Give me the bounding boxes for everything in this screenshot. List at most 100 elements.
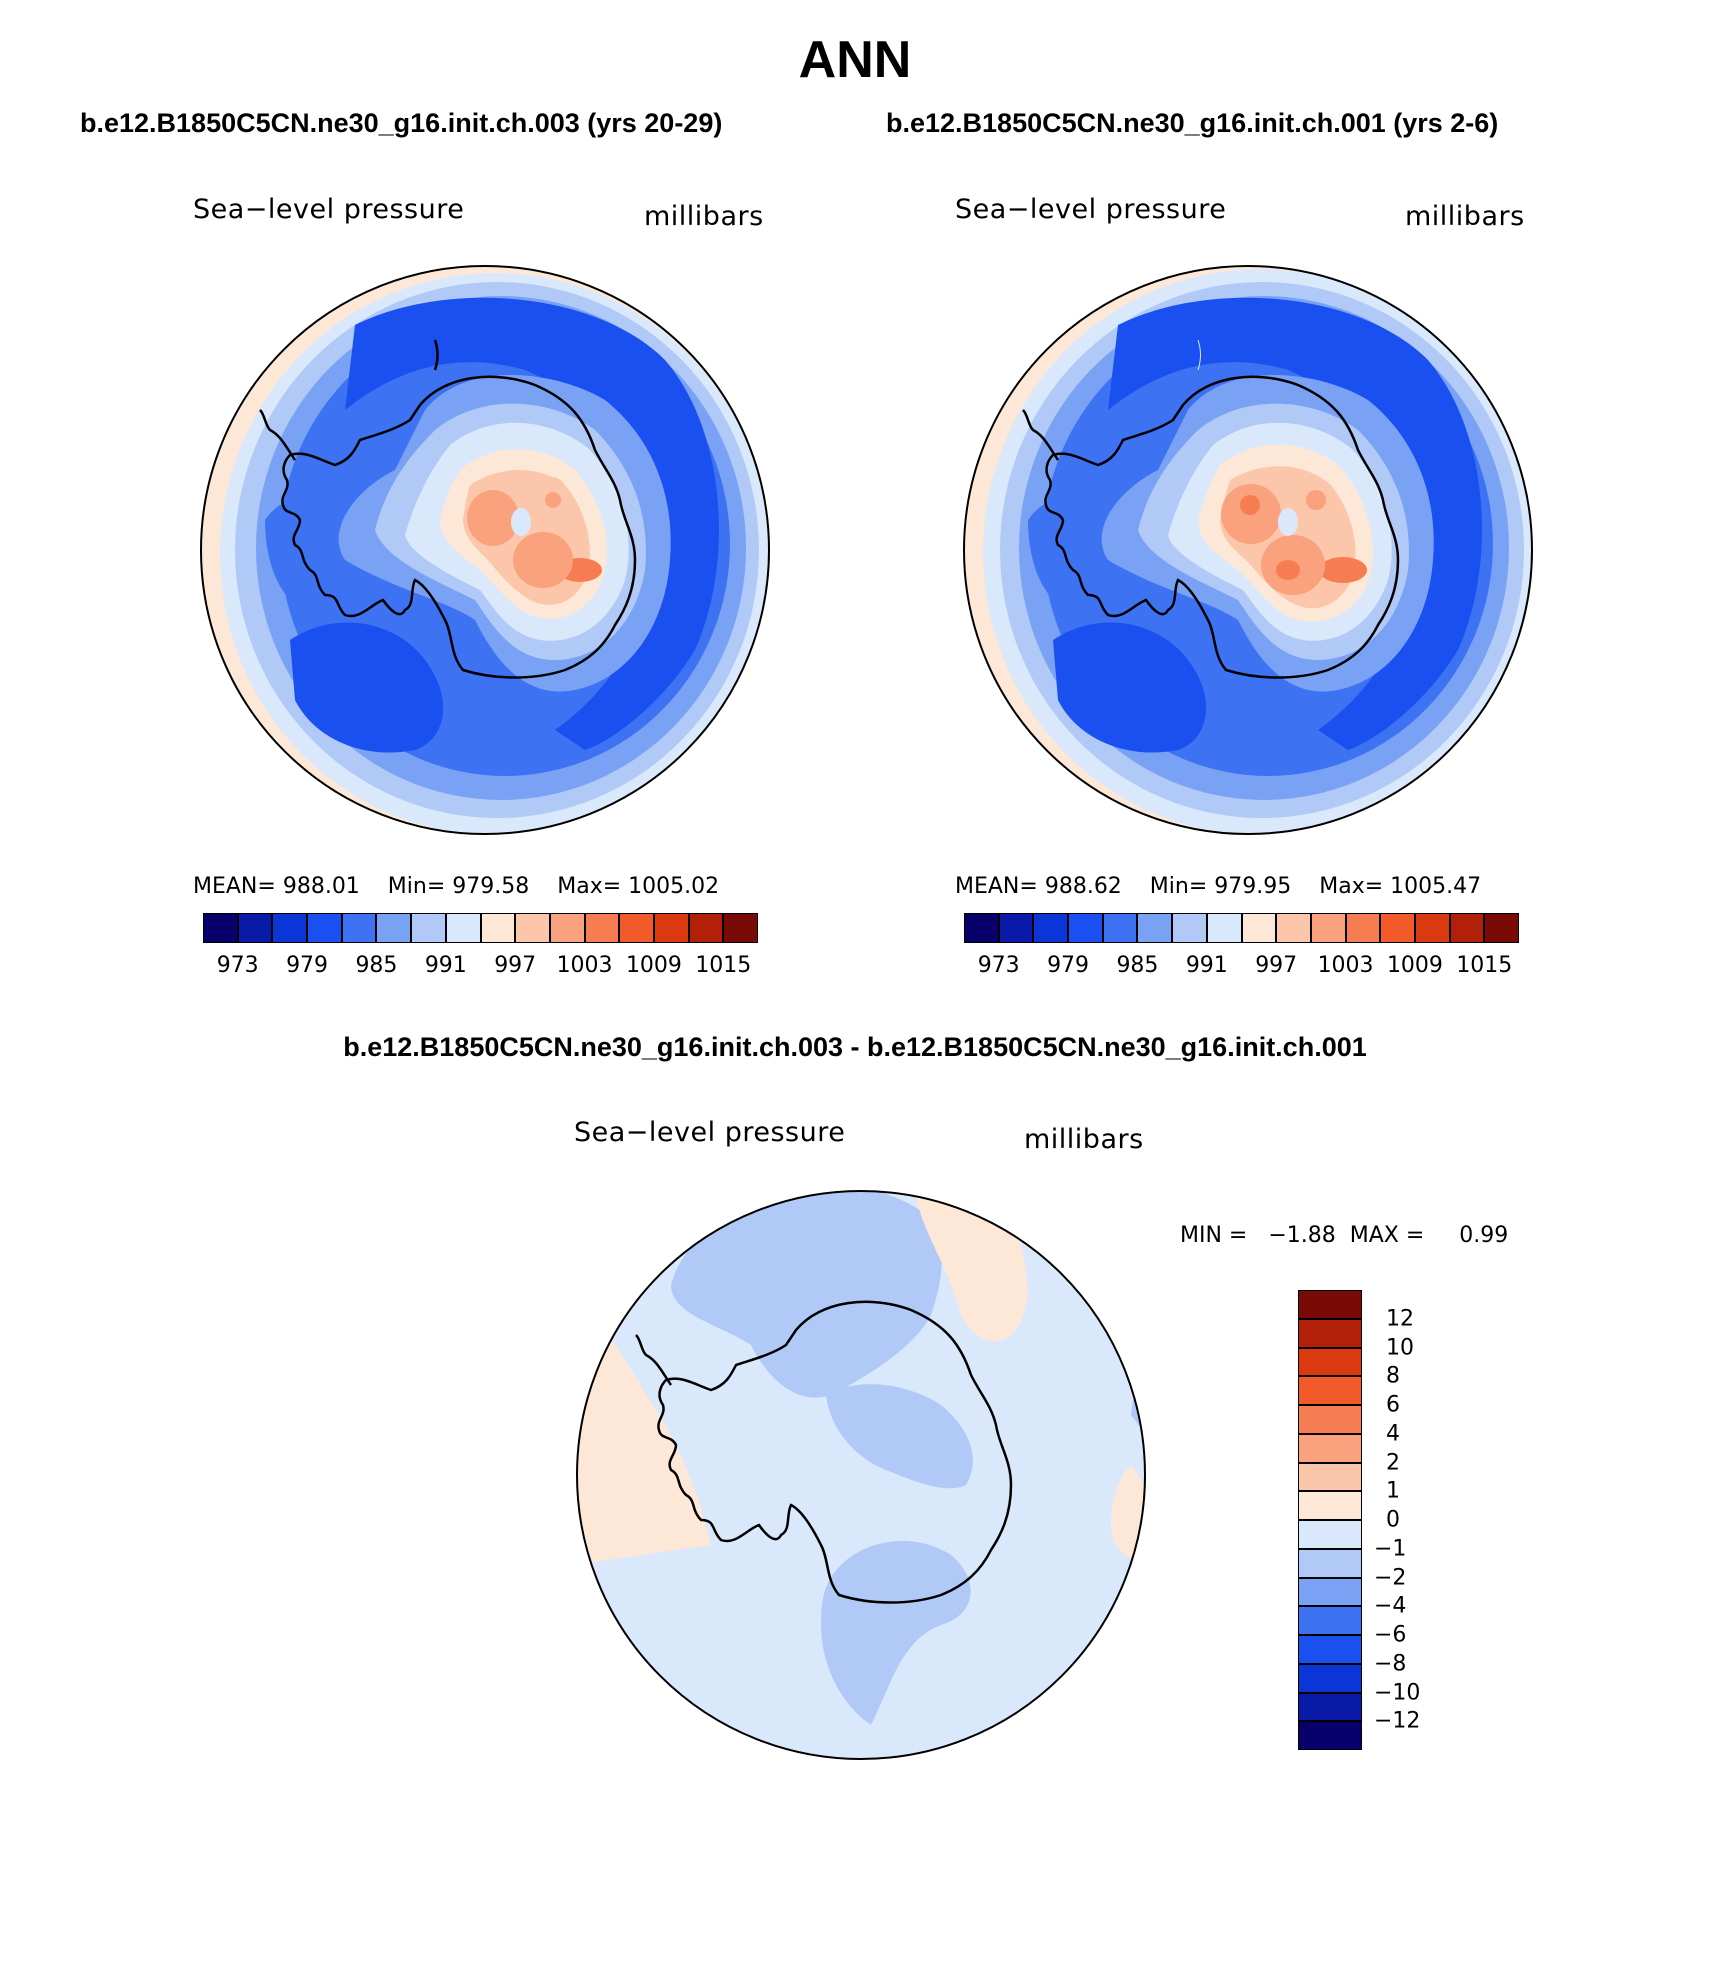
- colorbar-difference-swatch: [1298, 1548, 1362, 1578]
- colorbar-panel-1-tick-label: 1009: [625, 953, 682, 978]
- colorbar-panel-1-swatch: [411, 913, 446, 943]
- panel-1-min-label: Min=: [387, 874, 446, 899]
- diff-case-title: b.e12.B1850C5CN.ne30_g16.init.ch.003 - b…: [343, 1032, 1367, 1062]
- colorbar-difference-tick-label: 12: [1386, 1306, 1414, 1332]
- colorbar-panel-2-ticks: 973 979 985 991 997 1003 1009 1015: [964, 953, 1519, 983]
- colorbar-panel-2-tick-label: 997: [1255, 953, 1298, 978]
- colorbar-panel-1-tick-label: 979: [286, 953, 329, 978]
- colorbar-panel-1-swatch: [549, 913, 585, 943]
- panel-1-stats: MEAN= 988.01 Min= 979.58 Max= 1005.02: [193, 874, 719, 899]
- colorbar-panel-1-swatch: [653, 913, 689, 943]
- colorbar-panel-2-swatch: [1137, 913, 1173, 943]
- colorbar-panel-1-tick-label: 1015: [695, 953, 752, 978]
- colorbar-panel-1-tick-label: 997: [494, 953, 537, 978]
- colorbar-difference-swatch: [1298, 1663, 1362, 1693]
- diff-max-value: 0.99: [1459, 1223, 1509, 1248]
- colorbar-panel-1-tick-label: 991: [424, 953, 467, 978]
- panel-2-max-value: 1005.47: [1390, 874, 1482, 899]
- colorbar-difference-swatch: [1298, 1692, 1362, 1722]
- panel-2-stats: MEAN= 988.62 Min= 979.95 Max= 1005.47: [955, 874, 1481, 899]
- panel-2-mean-value: 988.62: [1044, 874, 1122, 899]
- colorbar-difference-swatch: [1298, 1290, 1362, 1319]
- polar-map-panel-2: [963, 265, 1533, 835]
- polar-map-panel-1: [200, 265, 770, 835]
- colorbar-panel-2-swatch: [1484, 913, 1519, 943]
- colorbar-difference-tick-label: 8: [1386, 1363, 1400, 1389]
- colorbar-panel-2-tick-label: 1009: [1386, 953, 1443, 978]
- colorbar-panel-2-swatch: [1033, 913, 1069, 943]
- colorbar-difference-swatch: [1298, 1635, 1362, 1664]
- colorbar-difference: [1298, 1290, 1362, 1750]
- colorbar-panel-2-swatch: [1380, 913, 1415, 943]
- figure-title: ANN: [798, 31, 912, 89]
- colorbar-panel-1-swatch: [480, 913, 516, 943]
- colorbar-difference-tick-label: 0: [1386, 1507, 1400, 1533]
- panel-1-units-label: millibars: [644, 201, 764, 232]
- panel-1-variable-label: Sea−level pressure: [193, 194, 465, 225]
- colorbar-difference-swatch: [1298, 1405, 1362, 1434]
- colorbar-panel-1-ticks: 973 979 985 991 997 1003 1009 1015: [203, 953, 758, 983]
- panel-1-mean-label: MEAN=: [193, 874, 276, 899]
- colorbar-panel-1-swatch: [723, 913, 758, 943]
- colorbar-panel-2-swatch: [1172, 913, 1207, 943]
- colorbar-panel-2-tick-label: 985: [1116, 953, 1159, 978]
- colorbar-difference-swatch: [1298, 1491, 1362, 1520]
- colorbar-panel-2-swatch: [1449, 913, 1485, 943]
- colorbar-panel-2-tick-label: 973: [977, 953, 1020, 978]
- colorbar-panel-1-swatch: [272, 913, 308, 943]
- diff-stats: MIN = −1.88 MAX = 0.99: [1180, 1223, 1508, 1248]
- diff-units-label: millibars: [1024, 1124, 1144, 1155]
- colorbar-panel-1-swatch: [584, 913, 620, 943]
- colorbar-panel-2-swatch: [1068, 913, 1103, 943]
- colorbar-difference-ticks: 12 10 8 6 4 2 1 0 −1 −2 −4 −6 −8 −10 −12: [1374, 1290, 1460, 1750]
- diff-variable-label: Sea−level pressure: [574, 1117, 846, 1148]
- colorbar-panel-2-tick-label: 1015: [1456, 953, 1513, 978]
- colorbar-difference-swatch: [1298, 1462, 1362, 1492]
- colorbar-panel-1: [203, 913, 758, 943]
- colorbar-panel-2-swatch: [1310, 913, 1346, 943]
- colorbar-panel-2-tick-label: 991: [1185, 953, 1228, 978]
- diff-max-label: MAX =: [1349, 1223, 1425, 1248]
- colorbar-panel-1-swatch: [307, 913, 342, 943]
- colorbar-panel-2: [964, 913, 1519, 943]
- colorbar-difference-tick-label: 10: [1386, 1335, 1414, 1360]
- colorbar-panel-2-swatch: [998, 913, 1034, 943]
- colorbar-panel-1-tick-label: 1003: [556, 953, 613, 978]
- panel-1-case-title: b.e12.B1850C5CN.ne30_g16.init.ch.003 (yr…: [80, 108, 723, 138]
- colorbar-difference-tick-label: −8: [1374, 1651, 1407, 1677]
- diff-min-value: −1.88: [1268, 1223, 1336, 1248]
- colorbar-panel-2-swatch: [964, 913, 999, 943]
- panel-2-min-value: 979.95: [1214, 874, 1292, 899]
- colorbar-panel-1-swatch: [203, 913, 238, 943]
- colorbar-panel-2-swatch: [1206, 913, 1242, 943]
- colorbar-panel-2-swatch: [1241, 913, 1277, 943]
- colorbar-difference-swatch: [1298, 1606, 1362, 1635]
- colorbar-panel-1-swatch: [445, 913, 481, 943]
- panel-1-max-label: Max=: [557, 874, 622, 899]
- colorbar-panel-1-swatch: [376, 913, 412, 943]
- diff-min-label: MIN =: [1180, 1223, 1248, 1248]
- colorbar-panel-1-swatch: [341, 913, 377, 943]
- colorbar-panel-1-swatch: [237, 913, 273, 943]
- panel-2-mean-label: MEAN=: [955, 874, 1038, 899]
- colorbar-panel-2-swatch: [1414, 913, 1450, 943]
- colorbar-difference-tick-label: −1: [1374, 1536, 1407, 1562]
- colorbar-difference-tick-label: −4: [1374, 1593, 1407, 1619]
- colorbar-difference-swatch: [1298, 1577, 1362, 1607]
- colorbar-difference-tick-label: −2: [1374, 1565, 1407, 1590]
- colorbar-panel-1-tick-label: 985: [355, 953, 398, 978]
- panel-2-units-label: millibars: [1405, 201, 1525, 232]
- polar-map-difference: [576, 1190, 1146, 1760]
- colorbar-panel-2-tick-label: 979: [1047, 953, 1090, 978]
- colorbar-panel-2-swatch: [1102, 913, 1138, 943]
- colorbar-panel-1-tick-label: 973: [216, 953, 259, 978]
- colorbar-difference-swatch: [1298, 1433, 1362, 1463]
- colorbar-difference-tick-label: −10: [1374, 1680, 1421, 1705]
- colorbar-difference-tick-label: −6: [1374, 1622, 1407, 1648]
- colorbar-panel-1-swatch: [688, 913, 724, 943]
- panel-1-max-value: 1005.02: [628, 874, 720, 899]
- colorbar-panel-1-swatch: [515, 913, 550, 943]
- panel-1-mean-value: 988.01: [282, 874, 360, 899]
- colorbar-difference-tick-label: 6: [1386, 1392, 1400, 1418]
- colorbar-panel-2-swatch: [1345, 913, 1381, 943]
